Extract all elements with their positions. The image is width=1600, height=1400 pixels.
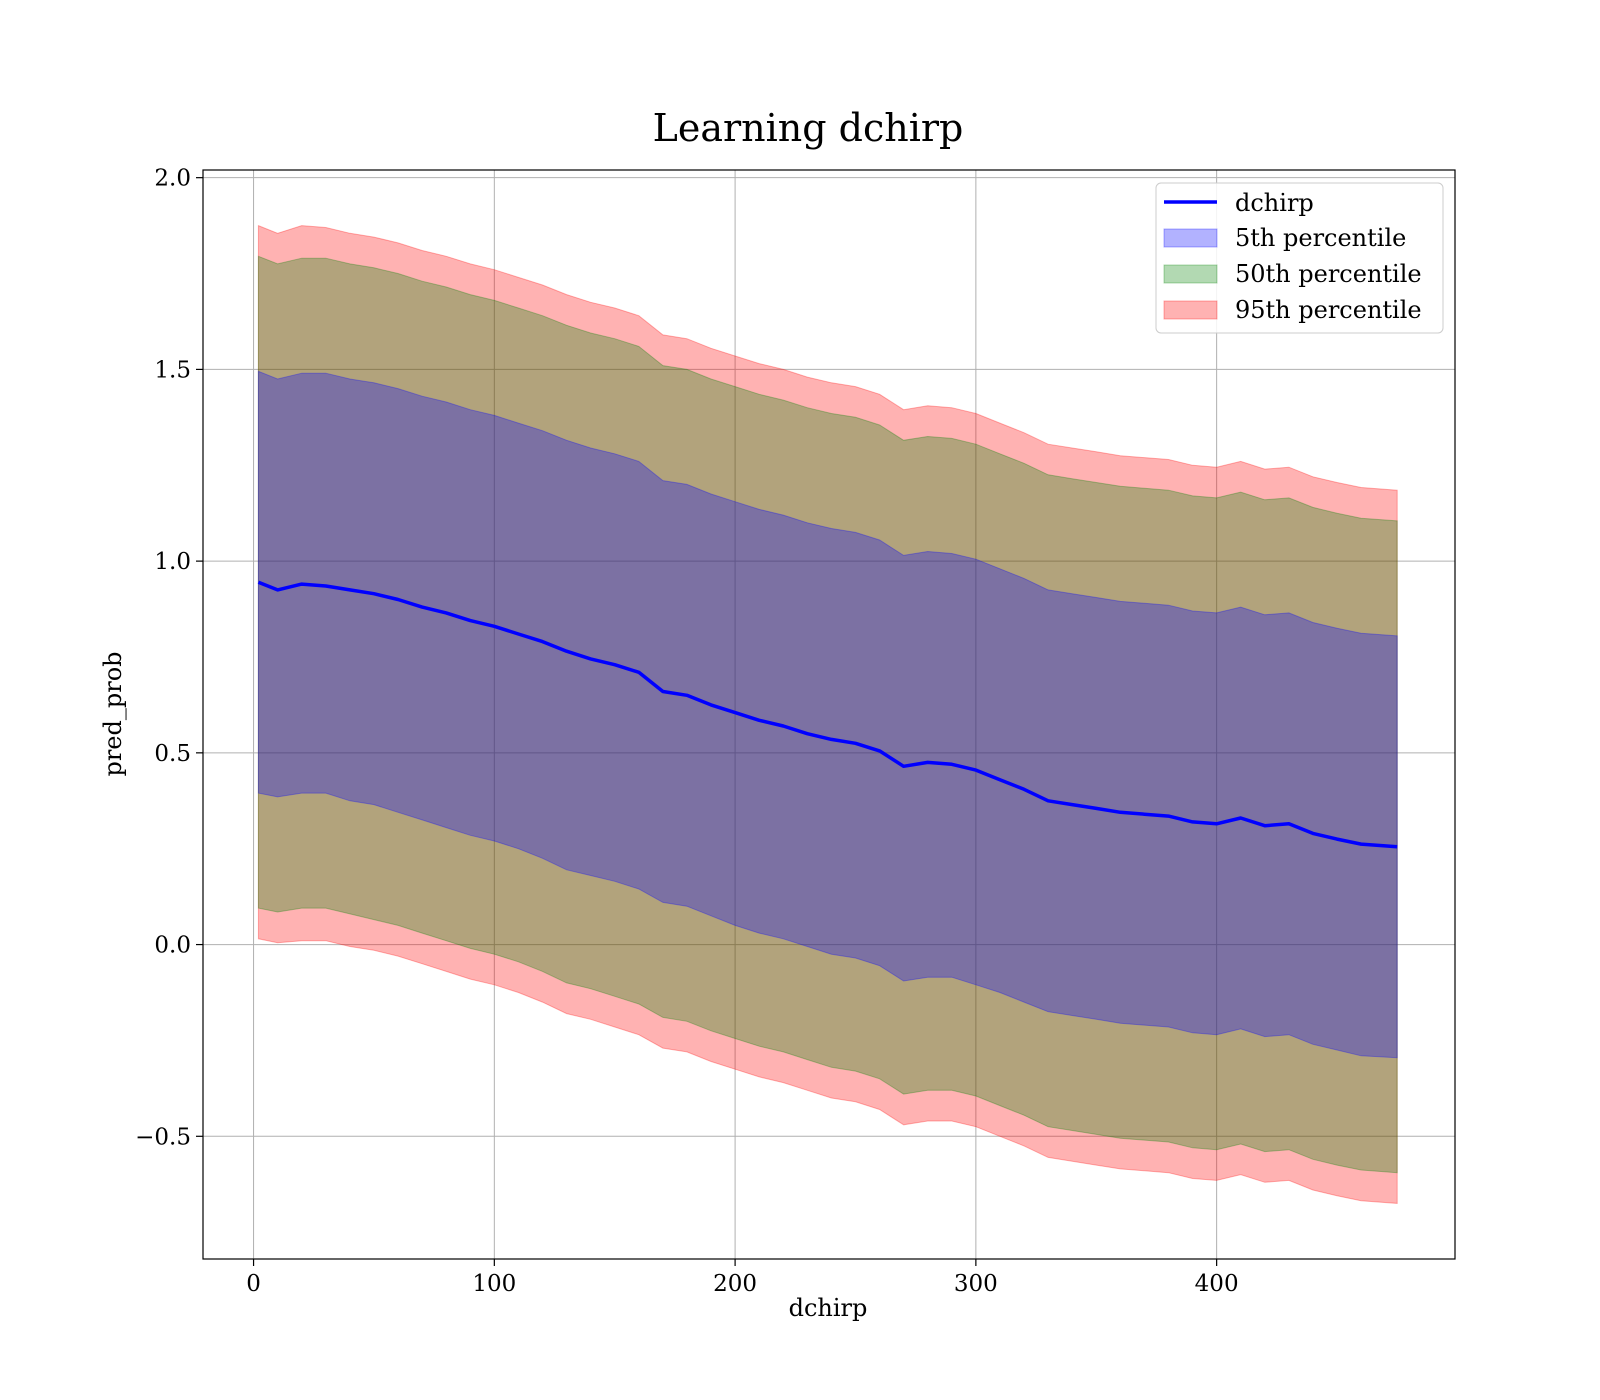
- x-axis-label: dchirp: [789, 1294, 868, 1322]
- chart-title: Learning dchirp: [653, 106, 964, 150]
- x-tick-label: 400: [1195, 1271, 1239, 1297]
- legend-label-line: dchirp: [1235, 189, 1314, 217]
- band-5th-percentile: [257, 370, 1398, 1059]
- plot-frame: [202, 169, 1456, 1260]
- x-tick-label: 300: [954, 1271, 998, 1297]
- legend-frame: [1155, 182, 1444, 334]
- y-tick-label: 1.5: [154, 357, 191, 383]
- y-tick-label: −0.5: [135, 1124, 191, 1150]
- legend-swatch-5th: [1163, 228, 1218, 248]
- x-tick-label: 0: [246, 1271, 261, 1297]
- series-line-dchirp: [257, 580, 1398, 849]
- tick-layer: 0 100 200 300 400 −0.5 0.0 0.5 1.0 1.5 2.0: [135, 166, 1238, 1297]
- legend: dchirp 5th percentile 50th percentile 95…: [1155, 182, 1444, 334]
- x-tick-label: 200: [713, 1271, 757, 1297]
- band-50th-percentile: [257, 255, 1398, 1174]
- legend-swatch-50th: [1163, 264, 1218, 284]
- line-layer: [257, 580, 1398, 849]
- legend-label-95th: 95th percentile: [1235, 296, 1422, 324]
- band-layer: [257, 224, 1398, 1204]
- grid-layer: [203, 170, 1455, 1259]
- y-tick-label: 0.5: [154, 741, 191, 767]
- x-tick-label: 100: [472, 1271, 516, 1297]
- legend-label-5th: 5th percentile: [1235, 224, 1406, 252]
- legend-swatch-95th: [1163, 300, 1218, 320]
- y-tick-label: 1.0: [154, 549, 191, 575]
- band-95th-percentile: [257, 224, 1398, 1204]
- y-tick-label: 0.0: [154, 933, 191, 959]
- y-tick-label: 2.0: [154, 166, 191, 192]
- legend-label-50th: 50th percentile: [1235, 260, 1422, 288]
- y-axis-label: pred_prob: [99, 651, 127, 776]
